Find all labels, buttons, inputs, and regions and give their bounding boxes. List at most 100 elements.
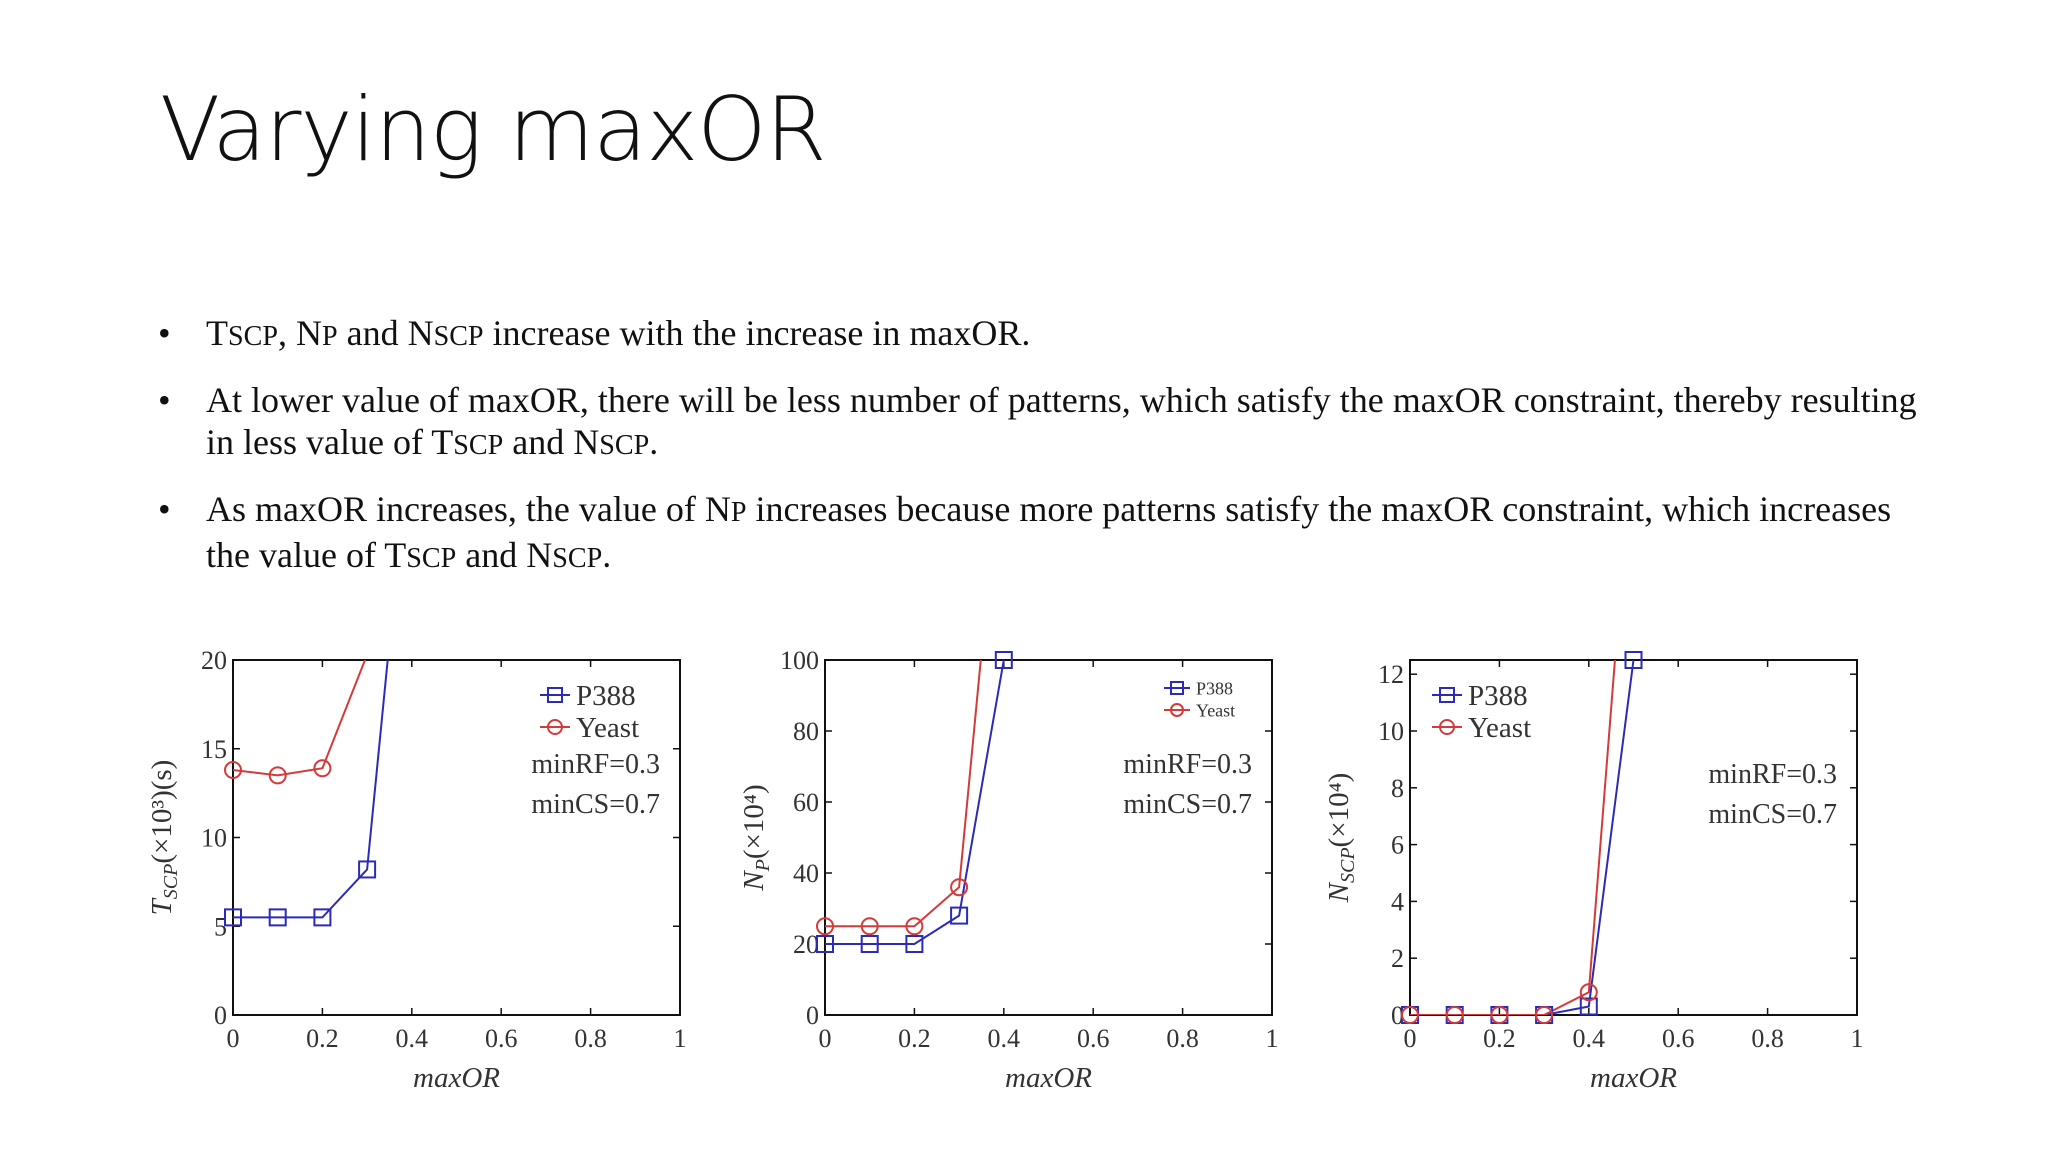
y-label-main: N: [738, 870, 770, 892]
bullet-list: • TSCP, NP and NSCP increase with the in…: [150, 312, 1930, 601]
y-tick-label: 2: [1391, 944, 1404, 973]
x-tick-label: 0.2: [898, 1024, 931, 1053]
data-point-square: [313, 908, 332, 927]
bullet-segment: and N: [503, 422, 600, 462]
y-label-subscript: SCP: [1337, 847, 1359, 883]
chart-np: 0 0.2 0.4 0.6 0.8 1020406080100maxORNP(×10⁴)P…: [738, 646, 1279, 1094]
legend-label: Yeast: [576, 712, 639, 744]
chart-annotation: minCS=0.7: [1123, 789, 1252, 820]
bullet-segment: T: [206, 313, 228, 353]
x-tick-label: 0: [1404, 1024, 1417, 1053]
data-point-square: [860, 935, 879, 953]
legend-label: Yeast: [1468, 712, 1531, 744]
x-axis-label: maxOR: [413, 1062, 500, 1094]
bullet-segment: , N: [277, 313, 322, 353]
x-tick-label: 0.6: [1662, 1024, 1695, 1053]
charts-figure: 0 0.2 0.4 0.6 0.8 105101520maxORTSCP(×10³)(s)…: [146, 646, 1864, 1094]
legend-label: P388: [1468, 680, 1528, 712]
y-tick-label: 12: [1378, 660, 1404, 689]
bullet-text: TSCP, NP and NSCP increase with the incr…: [206, 313, 1030, 353]
bullet-segment: increase with the increase in maxOR.: [483, 313, 1031, 353]
small-caps-text: P: [321, 321, 338, 352]
y-tick-label: 80: [793, 717, 819, 746]
small-caps-text: SCP: [433, 321, 484, 352]
series-line-yeast: [233, 660, 367, 777]
legend-label: Yeast: [1196, 700, 1235, 720]
y-tick-label: 0: [1391, 1001, 1404, 1030]
y-axis-label: NSCP(×10⁴): [1323, 773, 1359, 904]
x-axis-label: maxOR: [1590, 1062, 1677, 1094]
bullet-dot: •: [158, 313, 171, 353]
data-point-circle: [816, 917, 834, 936]
plot-area: [825, 660, 1005, 945]
data-point-circle: [1490, 1006, 1509, 1024]
small-caps-text: SCP: [228, 321, 278, 352]
y-tick-label: 8: [1391, 774, 1404, 803]
legend-marker-circle: [547, 719, 563, 735]
y-tick-label: 5: [214, 912, 227, 941]
slide-title: Varying maxOR: [160, 78, 827, 181]
legend-marker-circle: [1439, 719, 1455, 735]
series-line-yeast: [1410, 660, 1616, 1015]
y-label-suffix: (×10³)(s): [146, 760, 178, 864]
x-tick-label: 1: [674, 1024, 687, 1053]
y-tick-label: 4: [1391, 887, 1404, 916]
chart-annotation: minRF=0.3: [1123, 749, 1252, 780]
y-label-main: T: [146, 897, 178, 915]
y-label-suffix: (×10⁴): [738, 784, 770, 859]
plot-area: [1410, 660, 1635, 1015]
legend-marker-circle: [1170, 703, 1184, 717]
x-tick-label: 0.8: [574, 1024, 607, 1053]
series-line-p388: [825, 660, 1005, 945]
y-tick-label: 10: [201, 824, 227, 853]
bullet-item: • TSCP, NP and NSCP increase with the in…: [150, 312, 1930, 358]
x-tick-label: 1: [1266, 1024, 1279, 1053]
x-tick-label: 0.8: [1166, 1024, 1199, 1053]
bullet-dot: •: [158, 489, 171, 529]
legend-marker-square: [1170, 681, 1184, 695]
y-axis-label: TSCP(×10³)(s): [146, 760, 182, 916]
x-tick-label: 0.4: [1573, 1024, 1606, 1053]
plot-frame: [824, 659, 1273, 1016]
plot-area: [233, 660, 389, 919]
x-tick-label: 0.2: [1483, 1024, 1516, 1053]
data-point-square: [358, 860, 377, 879]
data-point-circle: [860, 917, 879, 936]
y-tick-label: 0: [214, 1001, 227, 1030]
chart-annotation: minRF=0.3: [531, 749, 660, 780]
data-point-circle: [224, 761, 242, 780]
small-caps-text: SCP: [453, 430, 504, 461]
bullet-segment: .: [649, 422, 659, 462]
x-axis-label: maxOR: [1005, 1062, 1092, 1094]
y-tick-label: 20: [201, 646, 227, 675]
y-tick-label: 15: [201, 735, 227, 764]
x-tick-label: 0.6: [1077, 1024, 1110, 1053]
data-point-square: [1579, 997, 1598, 1016]
data-point-circle: [1401, 1006, 1419, 1024]
legend-marker-square: [547, 687, 563, 703]
x-tick-label: 0.6: [485, 1024, 518, 1053]
data-point-circle: [1445, 1006, 1464, 1024]
bullet-item: • As maxOR increases, the value of NP in…: [150, 488, 1930, 580]
bullet-segment: .: [602, 535, 612, 575]
y-tick-label: 40: [793, 859, 819, 888]
small-caps-text: P: [730, 497, 747, 528]
data-point-square: [950, 906, 969, 925]
bullet-segment: At lower value of maxOR, there will be l…: [206, 380, 1917, 462]
bullet-dot: •: [158, 380, 171, 420]
bullet-segment: increases because more patterns satisfy …: [206, 489, 1892, 575]
small-caps-text: SCP: [599, 430, 650, 461]
x-tick-label: 0: [819, 1024, 832, 1053]
y-tick-label: 0: [806, 1001, 819, 1030]
series-line-p388: [1410, 660, 1635, 1015]
y-tick-label: 20: [793, 930, 819, 959]
y-tick-label: 6: [1391, 831, 1404, 860]
data-point-circle: [905, 917, 924, 936]
chart-annotation: minCS=0.7: [1708, 799, 1837, 830]
bullet-text: As maxOR increases, the value of NP incr…: [206, 489, 1891, 575]
chart-nscp: 0 0.2 0.4 0.6 0.8 1024681012maxORNSCP(×10⁴)P3…: [1323, 651, 1864, 1094]
data-point-square: [1624, 651, 1643, 669]
data-point-circle: [1535, 1006, 1554, 1024]
